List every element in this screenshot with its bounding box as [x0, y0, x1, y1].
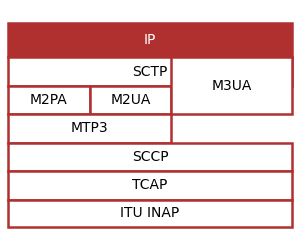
Bar	[8, 23, 292, 57]
Text: ITU INAP: ITU INAP	[120, 206, 180, 220]
Bar	[8, 171, 292, 200]
Text: MTP3: MTP3	[71, 121, 109, 135]
Text: M2PA: M2PA	[30, 93, 68, 107]
Text: M3UA: M3UA	[212, 79, 252, 93]
Bar	[8, 200, 292, 227]
Text: IP: IP	[144, 33, 156, 47]
Text: M2UA: M2UA	[110, 93, 151, 107]
Bar	[8, 114, 171, 143]
Bar	[171, 57, 292, 114]
Bar	[8, 57, 292, 86]
Bar	[8, 86, 90, 114]
Bar	[8, 143, 292, 171]
Text: SCTP: SCTP	[132, 65, 168, 78]
Text: TCAP: TCAP	[132, 178, 168, 192]
Text: SCCP: SCCP	[132, 150, 168, 164]
Bar	[90, 86, 171, 114]
